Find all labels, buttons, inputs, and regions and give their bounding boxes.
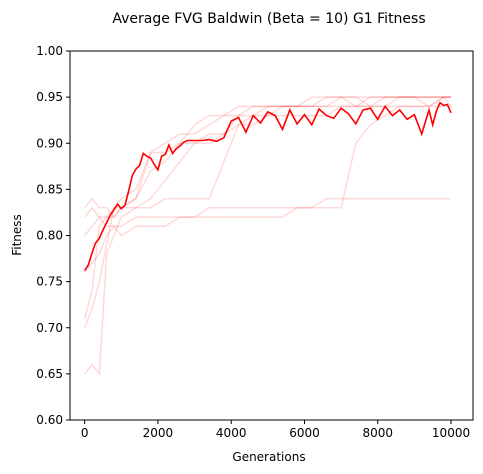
run-line-3 xyxy=(84,96,452,219)
y-axis-label: Fitness xyxy=(10,214,24,256)
y-tick-label: 0.70 xyxy=(36,321,63,335)
y-tick-label: 0.85 xyxy=(36,182,63,196)
run-line-1 xyxy=(83,96,451,319)
y-tick-label: 1.00 xyxy=(36,44,63,58)
x-tick-label: 0 xyxy=(81,426,89,440)
y-tick-label: 0.90 xyxy=(36,136,63,150)
x-tick-label: 4000 xyxy=(216,426,247,440)
run-line-7 xyxy=(84,105,451,236)
y-tick-label: 0.80 xyxy=(36,229,63,243)
x-tick-label: 8000 xyxy=(362,426,393,440)
x-tick-label: 2000 xyxy=(143,426,174,440)
run-line-4 xyxy=(84,197,451,273)
y-tick-label: 0.75 xyxy=(36,275,63,289)
y-tick-label: 0.95 xyxy=(36,90,63,104)
plot-frame xyxy=(69,50,474,421)
y-tick-label: 0.60 xyxy=(36,413,63,427)
y-tick-label: 0.65 xyxy=(36,367,63,381)
y-axis: 0.60 0.65 0.70 0.75 0.80 0.85 0.90 0.95 1.00 xyxy=(36,44,70,427)
average-line xyxy=(84,101,452,272)
average-line-layer xyxy=(84,101,452,272)
x-axis: 0 2000 4000 6000 8000 10000 xyxy=(81,420,470,440)
chart-title: Average FVG Baldwin (Beta = 10) G1 Fitne… xyxy=(112,11,425,27)
x-axis-label: Generations xyxy=(232,450,305,464)
x-tick-label: 6000 xyxy=(289,426,320,440)
x-tick-label: 10000 xyxy=(432,426,470,440)
